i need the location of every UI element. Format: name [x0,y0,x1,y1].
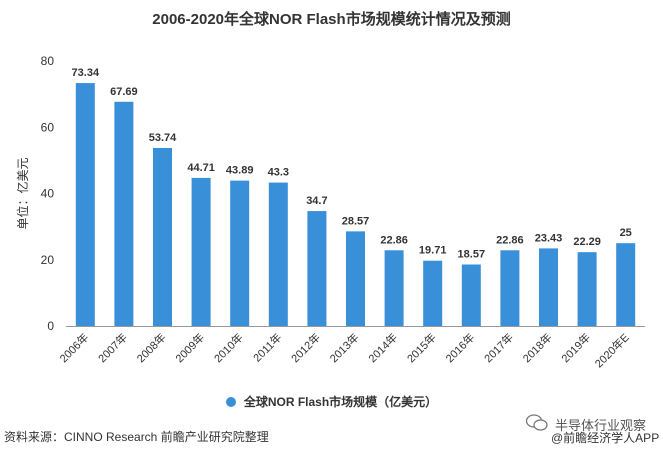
x-tick-label: 2008年 [134,330,169,365]
bar [191,177,211,326]
bar [307,211,327,326]
bar [114,101,134,326]
source-note: 资料来源：CINNO Research 前瞻产业研究院整理 [4,430,269,444]
x-tick-label: 2017年 [481,330,516,365]
bar [230,180,250,326]
chart-title: 2006-2020年全球NOR Flash市场规模统计情况及预测 [152,11,511,28]
bar [539,248,558,326]
x-tick-label: 2019年 [558,330,593,365]
wechat-account: 半导体行业观察 [555,418,647,433]
data-label: 22.86 [496,234,524,246]
bar-group [75,83,636,326]
y-tick-group: 0 20 40 60 80 [41,54,55,333]
bar [423,260,443,326]
y-tick-label: 80 [41,54,55,68]
bar [268,182,288,326]
app-credit: @前瞻经济学人APP [551,431,660,445]
legend-swatch [225,397,236,407]
y-tick-label: 20 [41,253,55,267]
legend: 全球NOR Flash市场规模（亿美元） [0,393,663,410]
bar [346,231,365,326]
data-label: 23.43 [535,232,563,244]
data-label: 43.3 [268,167,289,179]
x-tick-label: 2014年 [365,330,400,365]
x-tick-label: 2011年 [250,330,284,364]
bar [384,250,404,326]
data-label: 25 [620,227,632,239]
wechat-icon [526,414,548,431]
bar [616,243,636,326]
data-label: 73.34 [72,67,100,79]
data-label: 44.71 [187,162,215,174]
data-label: 28.57 [342,215,370,227]
y-axis-label-group: 单位：亿美元 [15,157,30,229]
y-tick-label: 40 [41,187,55,201]
data-label-group: 73.34 67.69 53.74 44.71 43.89 43.3 34.7 28.57 22… [72,67,632,260]
bar [75,83,95,326]
bar [577,252,597,326]
data-label: 53.74 [149,132,177,144]
y-tick-label: 0 [47,319,54,333]
x-tick-label: 2020年E [592,330,632,370]
x-tick-group: 2006年 2007年 2008年 2009年 2010年 2011年 2012年 2013年… [56,330,631,370]
x-tick-label: 2007年 [95,330,130,365]
x-tick-label: 2013年 [327,330,362,365]
legend-label: 全球NOR Flash市场规模（亿美元） [243,395,438,409]
data-label: 67.69 [110,86,138,98]
y-axis-label: 单位：亿美元 [15,157,30,229]
y-tick-label: 60 [41,120,55,134]
bar [500,250,520,326]
bar [461,264,481,326]
bar [153,147,172,326]
x-tick-label: 2015年 [404,330,439,365]
data-label: 43.89 [226,165,254,177]
x-tick-label: 2010年 [211,330,246,365]
x-tick-label: 2009年 [172,330,207,365]
data-label: 34.7 [306,195,327,207]
x-tick-label: 2012年 [288,330,323,365]
x-tick-label: 2018年 [520,330,555,365]
data-label: 22.86 [380,234,408,246]
data-label: 19.71 [419,245,447,257]
x-tick-label: 2006年 [56,330,91,365]
data-label: 22.29 [573,236,601,248]
x-tick-label: 2016年 [442,330,477,365]
data-label: 18.57 [458,248,486,260]
